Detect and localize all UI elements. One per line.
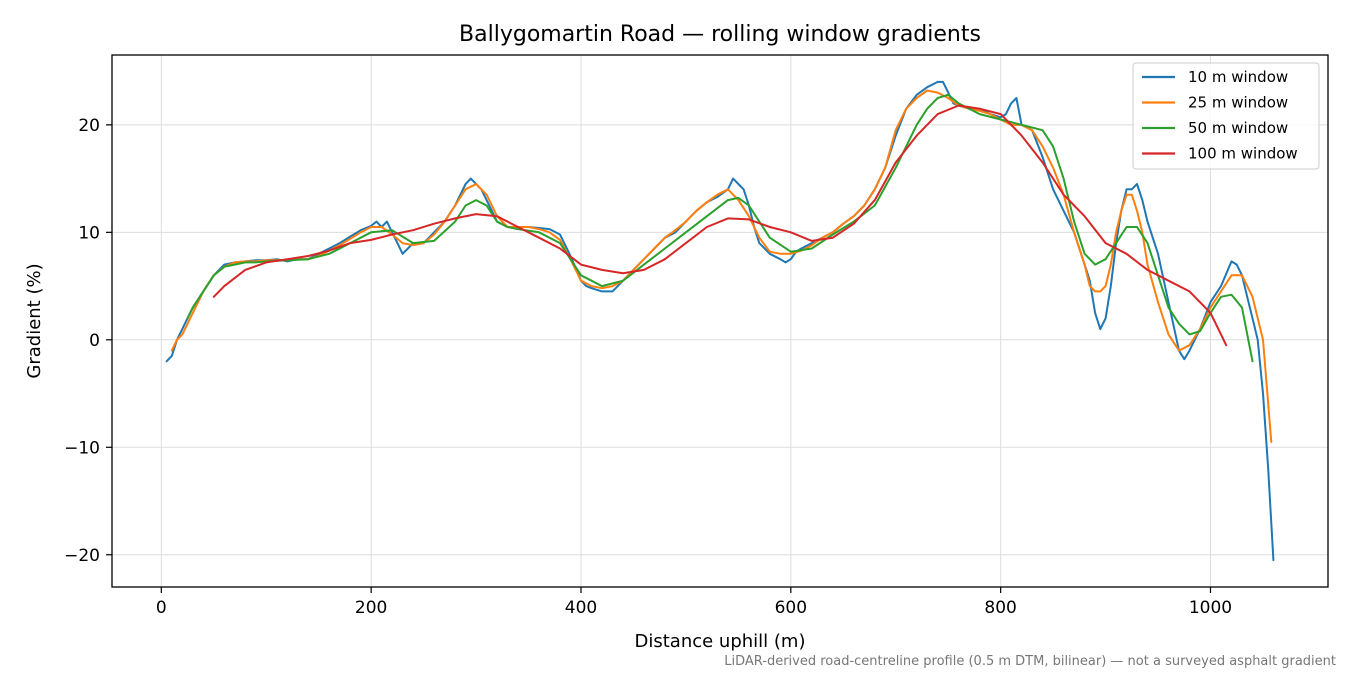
series-line-2 [170,89,1273,443]
legend-label: 100 m window [1188,145,1298,163]
y-tick-label: −10 [64,438,100,458]
legend-label: 25 m window [1188,94,1288,112]
y-tick-label: −20 [64,546,100,566]
x-tick-label: 400 [565,598,597,618]
plot-frame [111,54,1329,588]
x-tick-label: 200 [355,598,387,618]
x-tick-label: 600 [775,598,807,618]
x-axis-label: Distance uphill (m) [635,631,806,652]
legend-label: 50 m window [1188,119,1288,137]
axis-ticks: 0 200 400 600 800 1000 −20 −10 0 10 20 [64,116,1232,618]
x-tick-label: 800 [984,598,1016,618]
y-tick-label: 20 [78,116,100,136]
legend-label: 10 m window [1188,68,1288,86]
y-axis-label: Gradient (%) [24,263,45,378]
x-tick-label: 0 [156,598,167,618]
chart-title: Ballygomartin Road — rolling window grad… [459,22,981,47]
grid [112,55,1328,587]
y-tick-label: 0 [89,331,100,351]
footnote: LiDAR-derived road-centreline profile (0… [724,654,1336,669]
series-lines [165,80,1275,562]
series-line-4 [212,104,1228,347]
series-line-3 [186,93,1254,363]
y-tick-label: 10 [78,223,100,243]
x-tick-label: 1000 [1189,598,1232,618]
legend-box [1132,62,1320,170]
legend: 10 m window 25 m window 50 m window 100 m w… [1132,62,1320,170]
